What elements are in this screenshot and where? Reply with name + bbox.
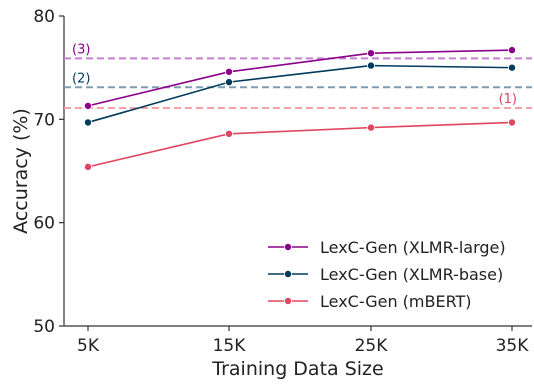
x-tick-label: 5K: [77, 336, 100, 356]
reference-line-label: (1): [499, 92, 517, 107]
y-tick-label: 50: [33, 317, 55, 337]
data-point: [224, 78, 233, 87]
y-tick-label: 70: [33, 110, 55, 130]
legend-marker: [283, 296, 292, 305]
data-point: [366, 123, 375, 132]
legend-label: LexC-Gen (mBERT): [320, 292, 472, 311]
data-point: [507, 46, 516, 55]
data-point: [84, 162, 93, 171]
y-tick-label: 60: [33, 214, 55, 234]
x-axis-label: Training Data Size: [211, 358, 383, 380]
y-tick-label: 80: [33, 7, 55, 27]
y-axis-label: Accuracy (%): [10, 108, 32, 234]
data-point: [84, 101, 93, 110]
data-point: [507, 118, 516, 127]
series-line: [87, 64, 513, 124]
data-point: [84, 118, 93, 127]
series-line: [87, 121, 513, 168]
data-point: [507, 63, 516, 72]
legend-marker: [283, 242, 292, 251]
reference-line-label: (2): [72, 71, 90, 86]
legend-label: LexC-Gen (XLMR-large): [320, 238, 506, 257]
data-point: [366, 49, 375, 58]
data-point: [224, 67, 233, 76]
series-line: [87, 49, 513, 107]
legend-label: LexC-Gen (XLMR-base): [320, 265, 503, 284]
data-point: [366, 61, 375, 70]
legend-marker: [283, 269, 292, 278]
x-tick-label: 35K: [496, 336, 530, 356]
reference-line-label: (3): [72, 42, 90, 57]
x-tick-label: 15K: [213, 336, 247, 356]
data-point: [224, 129, 233, 138]
x-tick-label: 25K: [355, 336, 389, 356]
